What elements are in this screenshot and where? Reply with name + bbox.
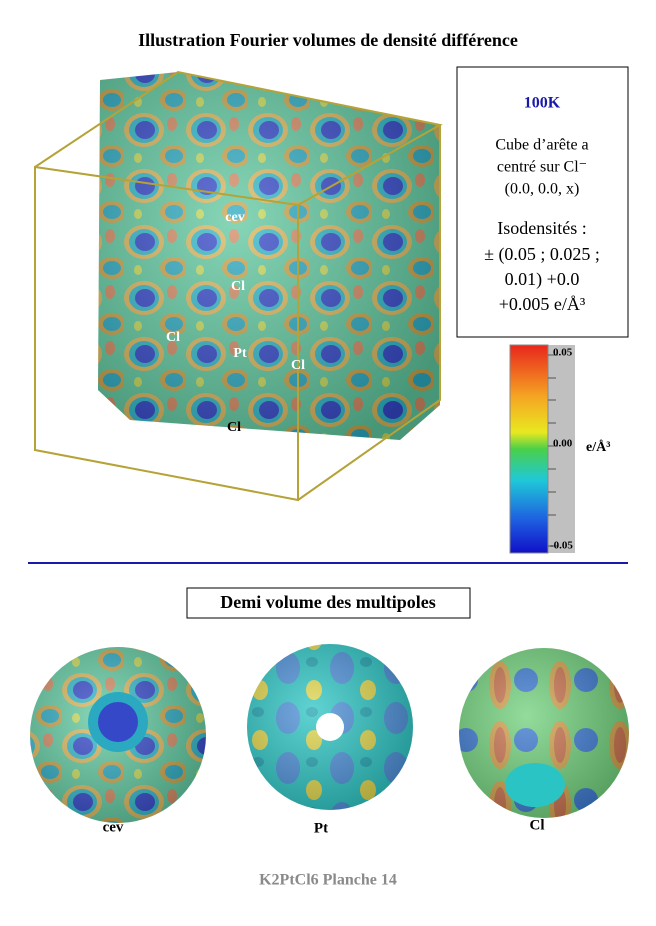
colorbar-unit: e/Å³ <box>586 439 610 455</box>
atom-label: Cl <box>291 358 305 373</box>
colorbar-frame <box>547 345 575 553</box>
sphere-label: cev <box>103 819 124 835</box>
atom-label: Cl <box>227 420 241 435</box>
section-title: Demi volume des multipoles <box>220 592 436 612</box>
sphere <box>30 647 206 823</box>
colorbar-label: 0.00 <box>553 438 573 450</box>
section-box <box>186 587 471 619</box>
colorbar <box>509 344 549 554</box>
density-cube <box>34 70 443 502</box>
info-box <box>456 66 629 338</box>
iso-line: ± (0.05 ; 0.025 ; <box>484 244 600 265</box>
atom-label: Cl <box>166 330 180 345</box>
sphere <box>459 648 629 818</box>
sphere-label: Cl <box>530 817 545 833</box>
title: Illustration Fourier volumes de densité … <box>138 30 518 50</box>
footer: K2PtCl6 Planche 14 <box>259 872 397 889</box>
sphere <box>247 644 413 810</box>
atom-label: Pt <box>233 346 247 361</box>
info-line: Cube d’arête a <box>495 137 588 154</box>
iso-line: +0.005 e/Å³ <box>499 294 586 314</box>
info-line: (0.0, 0.0, x) <box>505 181 580 198</box>
iso-line: Isodensités : <box>497 218 587 238</box>
iso-line: 0.01) +0.0 <box>505 269 580 290</box>
colorbar-label: 0.05 <box>553 347 573 359</box>
info-line: centré sur Cl⁻ <box>497 159 587 176</box>
sphere-label: Pt <box>314 820 328 836</box>
atom-label: cev <box>225 210 244 225</box>
colorbar-ticks <box>548 354 558 547</box>
colorbar-label: -0.05 <box>550 540 573 552</box>
temperature: 100K <box>524 95 561 112</box>
atom-label: Cl <box>231 279 245 294</box>
